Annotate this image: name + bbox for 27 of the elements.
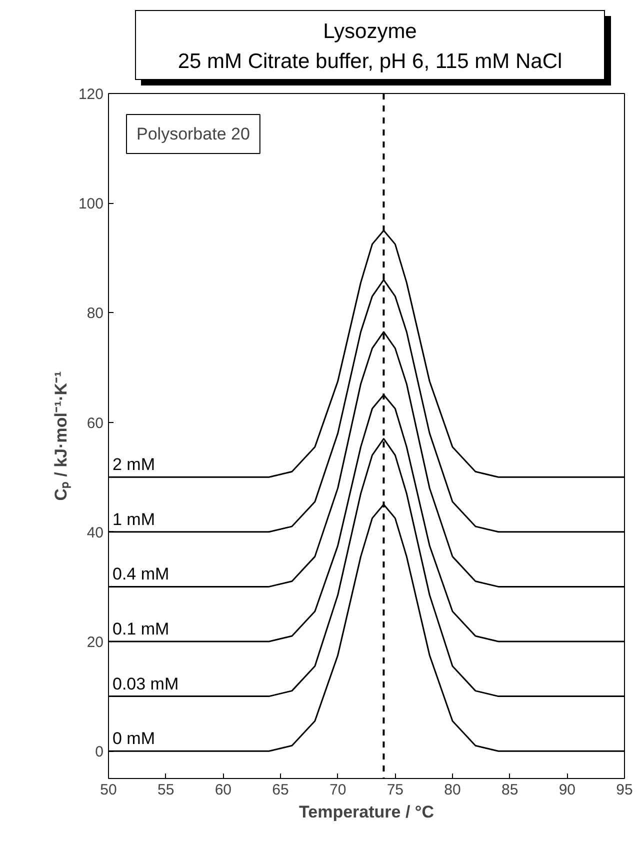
chart-title: Lysozyme 25 mM Citrate buffer, pH 6, 115 mM NaCl — [178, 19, 562, 75]
series-label: 0.03 mM — [112, 674, 179, 694]
x-axis-title: Temperature / °C — [299, 802, 434, 822]
y-tick-label: 60 — [86, 414, 104, 432]
y-axis-title: Cₚ / kJ·mol⁻¹·K⁻¹ — [51, 370, 72, 501]
x-tick-label: 80 — [444, 782, 461, 798]
x-tick-label: 60 — [214, 782, 232, 798]
x-tick-label: 95 — [616, 782, 633, 798]
y-tick-label: 40 — [86, 524, 104, 542]
y-tick-label: 120 — [78, 86, 104, 103]
x-tick-label: 55 — [157, 782, 174, 798]
x-tick-label: 85 — [501, 782, 518, 798]
x-tick-label: 70 — [329, 782, 346, 798]
series-label: 1 mM — [112, 510, 155, 529]
series-label: 0 mM — [112, 729, 155, 748]
x-tick-label: 75 — [386, 782, 404, 798]
series-label: 2 mM — [112, 455, 155, 474]
y-tick-label: 20 — [86, 634, 104, 651]
x-tick-label: 65 — [272, 782, 289, 798]
series-label: 0.4 mM — [112, 564, 170, 584]
y-tick-label: 80 — [86, 305, 104, 322]
series-label: 0.1 mM — [112, 620, 170, 638]
annotation: Polysorbate 20 — [136, 124, 250, 144]
x-tick-label: 90 — [558, 782, 576, 798]
x-tick-label: 50 — [100, 782, 117, 798]
y-tick-label: 0 — [95, 744, 104, 761]
y-tick-label: 100 — [78, 196, 104, 213]
